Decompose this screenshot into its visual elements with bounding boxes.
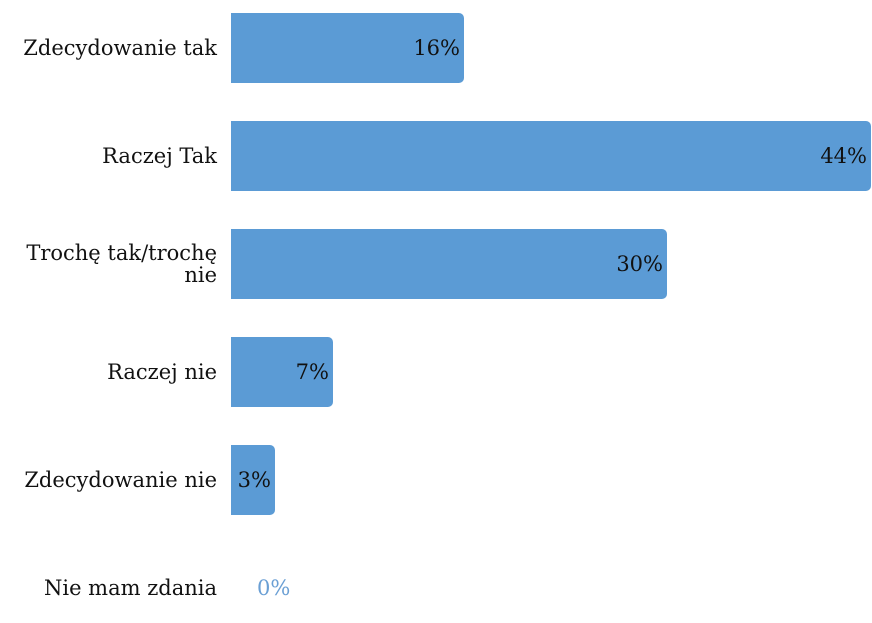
bar-row: Zdecydowanie tak 16%: [0, 13, 872, 83]
bar: [231, 121, 871, 191]
category-label: Zdecydowanie nie: [24, 468, 217, 492]
data-label: 16%: [413, 36, 460, 60]
bar: [231, 445, 275, 515]
bar: [231, 229, 667, 299]
bar-row: Nie mam zdania 0%: [0, 553, 872, 623]
data-label: 3%: [237, 468, 271, 492]
category-label: Zdecydowanie tak: [23, 36, 217, 60]
category-label: Nie mam zdania: [43, 576, 217, 600]
category-label: Raczej Tak: [102, 144, 217, 168]
bar-chart: Zdecydowanie tak 16% Raczej Tak 44% Trochę t…: [0, 13, 872, 600]
bar-row: Raczej Tak 44%: [0, 121, 872, 191]
bar-row: Zdecydowanie nie 3%: [0, 445, 872, 515]
data-label: 7%: [295, 360, 329, 384]
data-label: 0%: [257, 576, 291, 600]
category-label: Trochę tak/trochę nie: [26, 241, 217, 287]
data-label: 30%: [616, 252, 663, 276]
bar-row: Raczej nie 7%: [0, 337, 872, 407]
category-label: Raczej nie: [107, 360, 217, 384]
bar-row: Trochę tak/trochę nie 30%: [0, 229, 872, 299]
bar: [231, 337, 333, 407]
bar: [231, 13, 464, 83]
data-label: 44%: [820, 144, 867, 168]
